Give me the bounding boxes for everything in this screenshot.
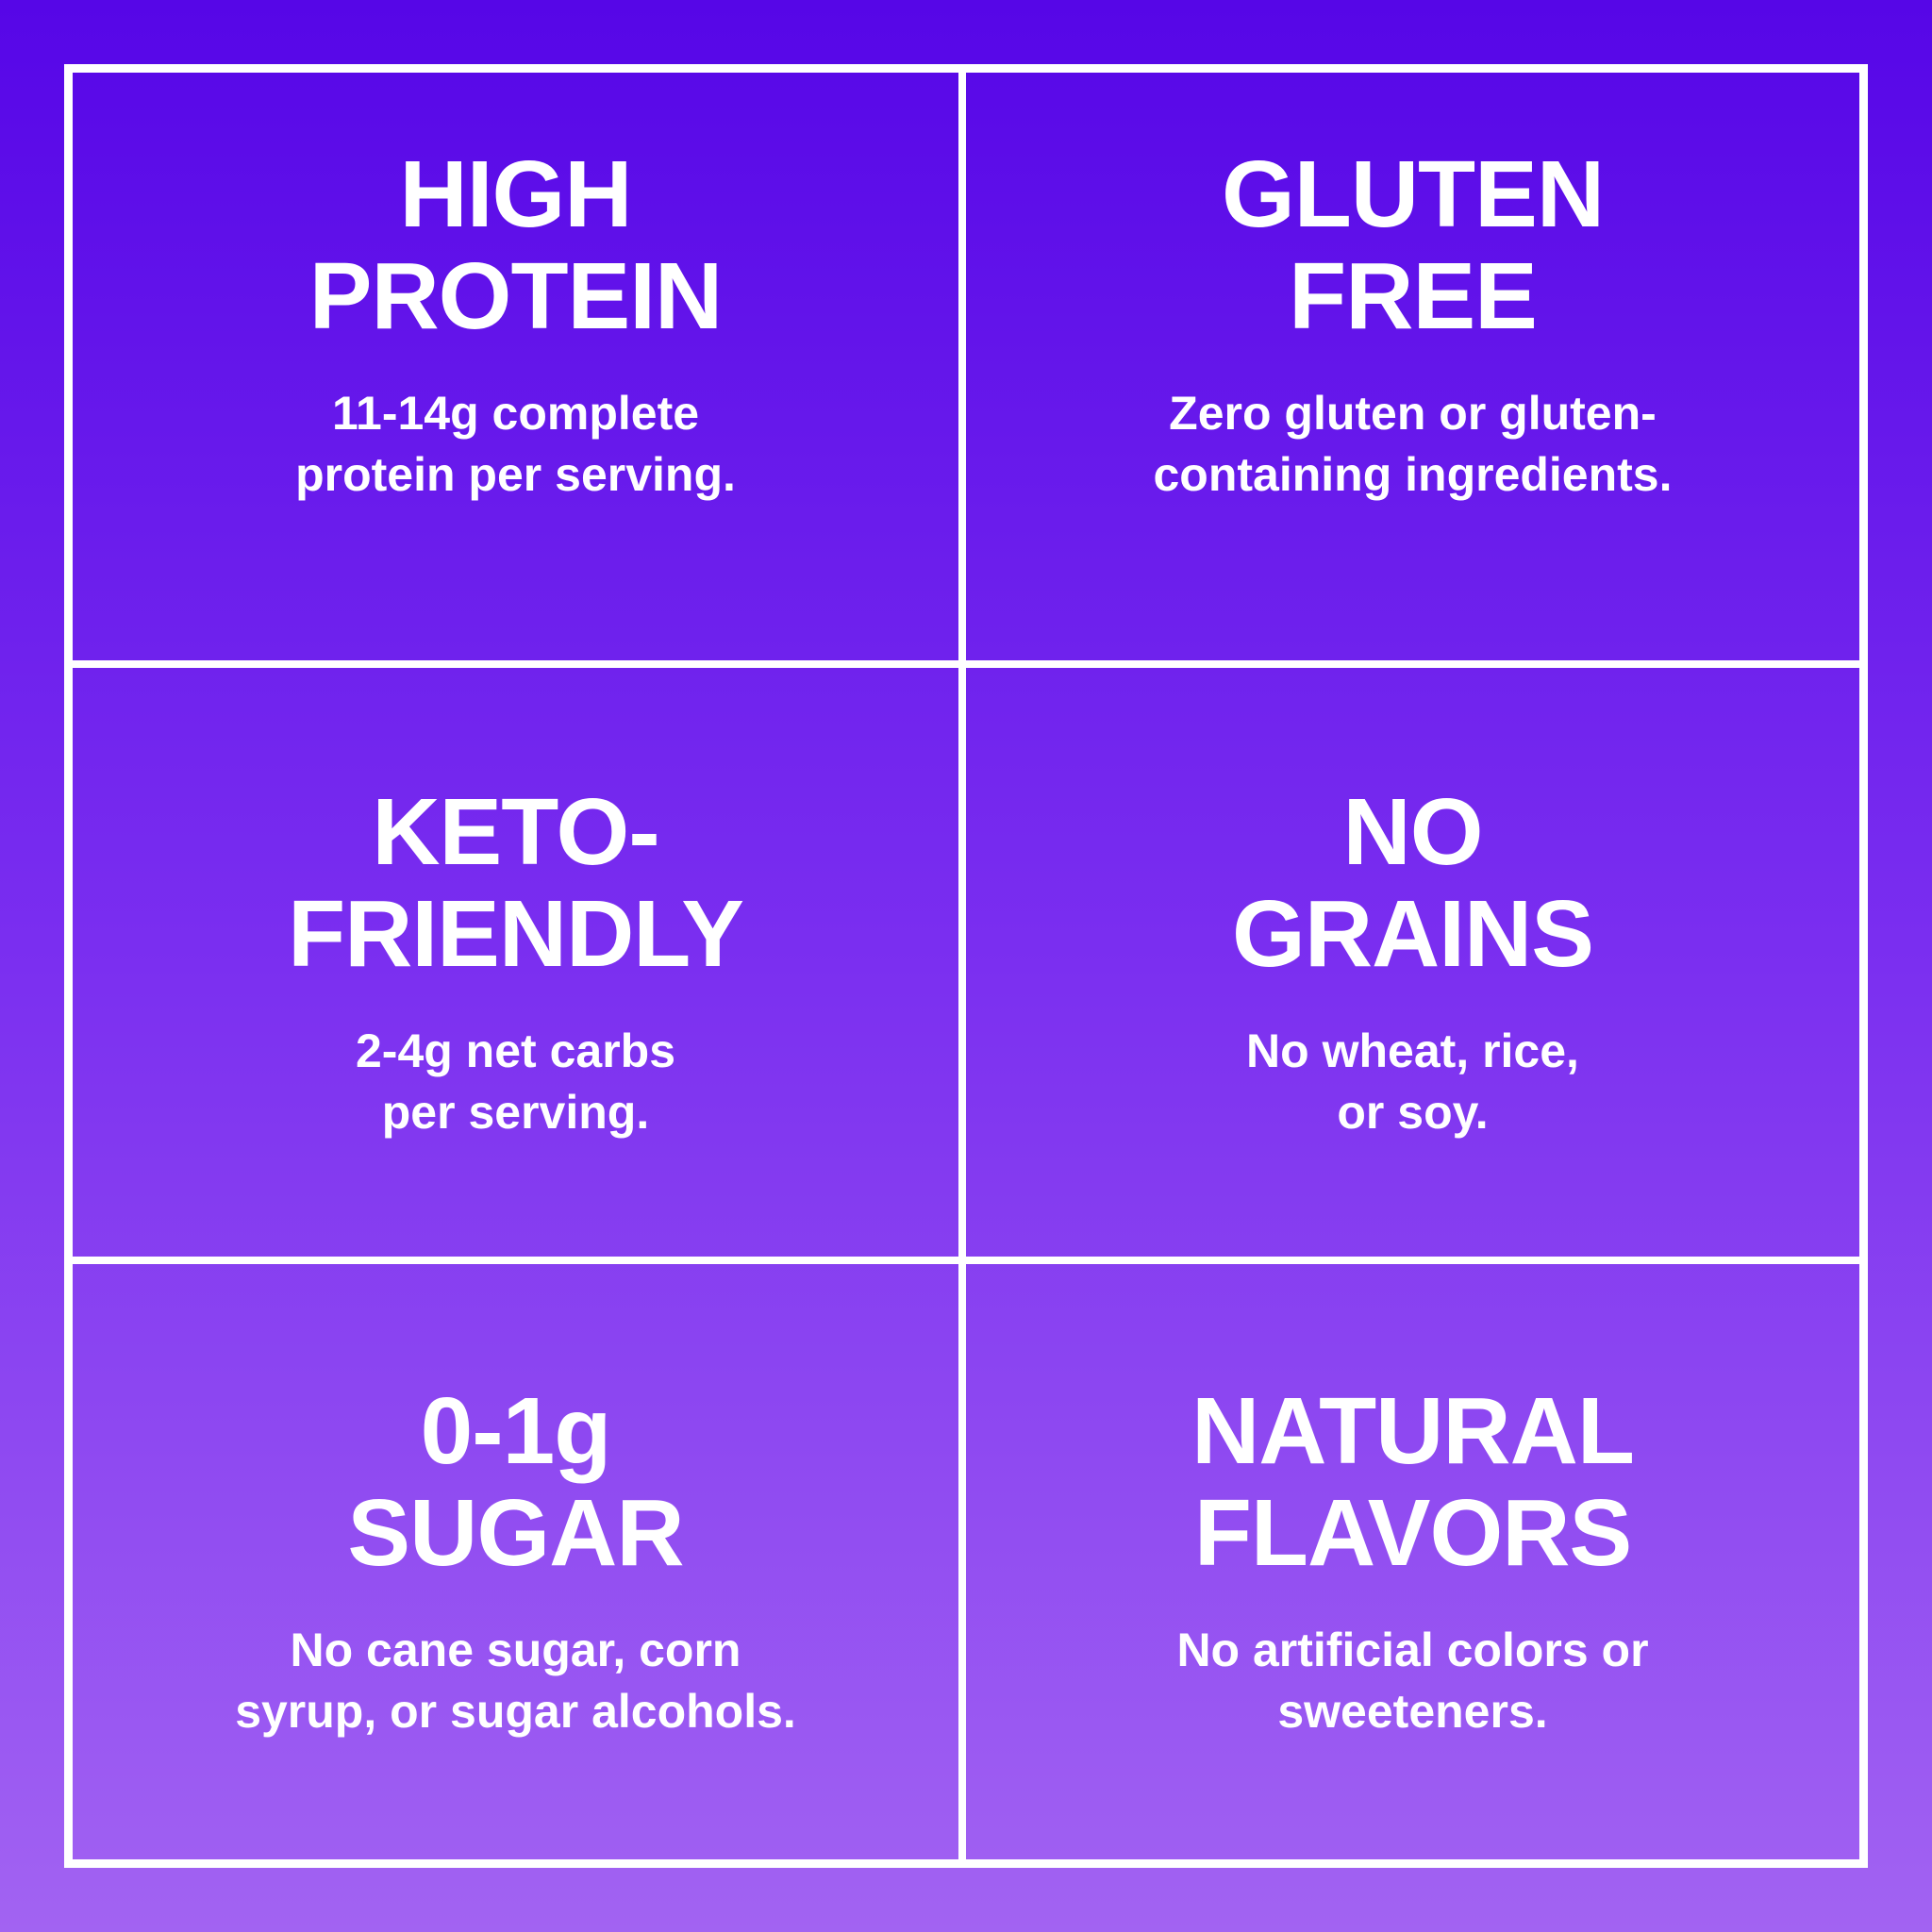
feature-cell-no-grains: NO GRAINS No wheat, rice, or soy. [966,668,1859,1264]
feature-subtitle-zero-sugar: No cane sugar, corn syrup, or sugar alco… [235,1624,796,1739]
feature-subtitle-high-protein: 11-14g complete protein per serving. [295,386,736,501]
feature-title-zero-sugar: 0-1g SUGAR [347,1378,684,1587]
feature-grid: HIGH PROTEIN 11-14g complete protein per… [64,64,1868,1868]
feature-cell-natural-flavors: NATURAL FLAVORS No artificial colors or … [966,1264,1859,1859]
feature-subtitle-natural-flavors: No artificial colors or sweeteners. [1176,1624,1649,1739]
feature-title-no-grains: NO GRAINS [1232,778,1594,987]
feature-subtitle-gluten-free: Zero gluten or gluten- containing ingred… [1153,386,1673,501]
feature-cell-keto-friendly: KETO- FRIENDLY 2-4g net carbs per servin… [73,668,966,1264]
feature-title-natural-flavors: NATURAL FLAVORS [1191,1378,1635,1587]
feature-cell-high-protein: HIGH PROTEIN 11-14g complete protein per… [73,73,966,669]
feature-title-high-protein: HIGH PROTEIN [308,141,723,349]
feature-title-gluten-free: GLUTEN FREE [1221,141,1605,349]
feature-subtitle-keto-friendly: 2-4g net carbs per serving. [355,1024,675,1139]
feature-title-keto-friendly: KETO- FRIENDLY [288,778,744,987]
feature-subtitle-no-grains: No wheat, rice, or soy. [1246,1024,1579,1139]
feature-cell-zero-sugar: 0-1g SUGAR No cane sugar, corn syrup, or… [73,1263,966,1859]
feature-cell-gluten-free: GLUTEN FREE Zero gluten or gluten- conta… [966,73,1859,669]
